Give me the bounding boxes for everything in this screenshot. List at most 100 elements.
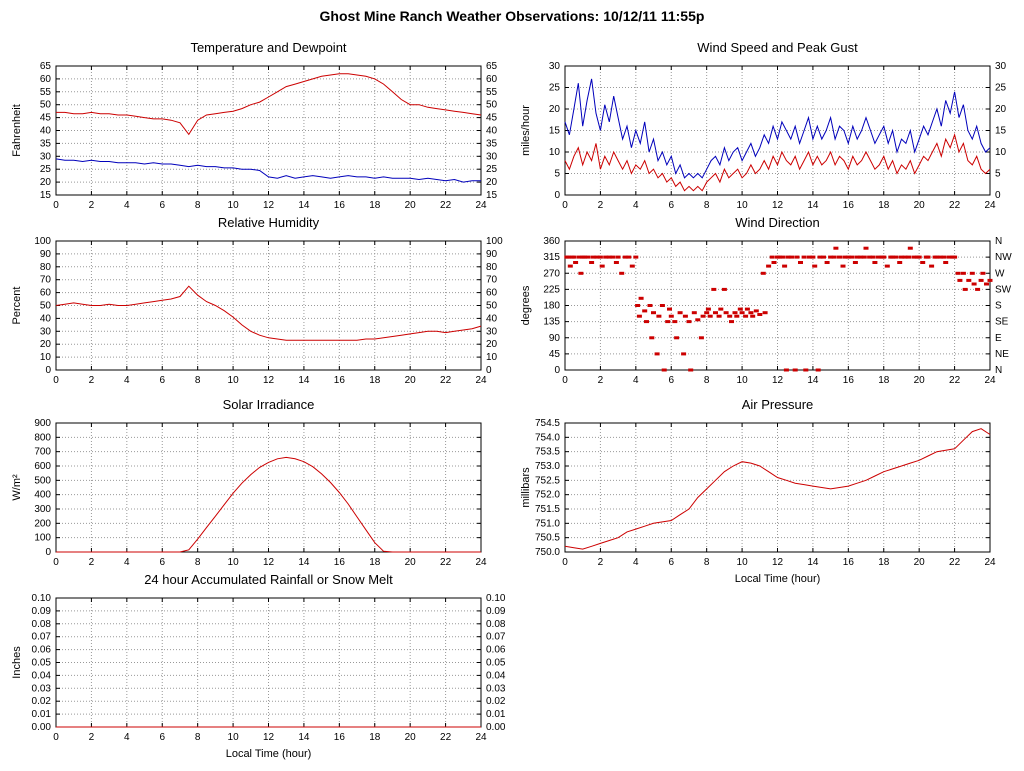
svg-text:0.00: 0.00 xyxy=(32,722,52,733)
svg-text:900: 900 xyxy=(34,418,51,429)
svg-text:22: 22 xyxy=(440,375,452,386)
svg-text:S: S xyxy=(995,301,1002,312)
svg-text:15: 15 xyxy=(995,126,1007,137)
axis-ticks xyxy=(55,240,482,371)
svg-text:12: 12 xyxy=(263,732,275,743)
wind-series-peak-gust xyxy=(564,78,991,179)
svg-text:50: 50 xyxy=(40,100,52,111)
svg-text:20: 20 xyxy=(549,104,561,115)
svg-text:30: 30 xyxy=(40,326,52,337)
svg-text:20: 20 xyxy=(405,375,417,386)
grid xyxy=(55,422,482,553)
svg-text:0: 0 xyxy=(45,547,51,558)
y-axis-label: miles/hour xyxy=(520,105,532,156)
chart-temperature-dewpoint: 0 2 4 6 8 10 12 14 16 18 20 22 24 15 15 20 20 25 25 30 30 35 3… xyxy=(10,36,510,217)
chart-title: Solar Irradiance xyxy=(223,397,315,412)
svg-text:8: 8 xyxy=(195,200,201,211)
svg-text:100: 100 xyxy=(34,533,51,544)
svg-text:0: 0 xyxy=(554,365,560,376)
svg-text:6: 6 xyxy=(668,557,674,568)
svg-text:6: 6 xyxy=(668,375,674,386)
solar-series-solar-irradiance xyxy=(56,456,481,553)
svg-text:24: 24 xyxy=(475,375,487,386)
svg-text:25: 25 xyxy=(549,83,561,94)
svg-text:225: 225 xyxy=(543,284,560,295)
y-axis-label: Percent xyxy=(11,287,23,325)
svg-text:35: 35 xyxy=(40,138,52,149)
chart-title: 24 hour Accumulated Rainfall or Snow Mel… xyxy=(144,572,393,587)
svg-text:NE: NE xyxy=(995,349,1009,360)
svg-text:10: 10 xyxy=(995,147,1007,158)
temperature-series-dewpoint xyxy=(55,158,481,183)
svg-text:70: 70 xyxy=(486,275,498,286)
svg-text:16: 16 xyxy=(843,557,855,568)
svg-text:90: 90 xyxy=(549,333,561,344)
svg-text:N: N xyxy=(995,365,1002,376)
svg-text:6: 6 xyxy=(159,375,165,386)
svg-text:24: 24 xyxy=(475,557,487,568)
svg-text:80: 80 xyxy=(486,262,498,273)
svg-text:22: 22 xyxy=(440,200,452,211)
svg-text:0.07: 0.07 xyxy=(32,632,52,643)
svg-text:0: 0 xyxy=(554,190,560,201)
chart-relative-humidity: 0 2 4 6 8 10 12 14 16 18 20 22 24 0 0 10 10 20 20 30 30 40 40 5… xyxy=(10,211,510,392)
solar-irradiance-plot: 0 2 4 6 8 10 12 14 16 18 20 22 240100200300400500600… xyxy=(11,397,487,568)
plot-frame xyxy=(55,422,482,553)
svg-text:400: 400 xyxy=(34,490,51,501)
svg-text:8: 8 xyxy=(195,557,201,568)
svg-text:754.5: 754.5 xyxy=(535,418,560,429)
svg-text:45: 45 xyxy=(549,349,561,360)
svg-text:55: 55 xyxy=(486,87,498,98)
svg-text:24: 24 xyxy=(984,375,996,386)
svg-text:20: 20 xyxy=(405,200,417,211)
svg-text:751.5: 751.5 xyxy=(535,504,560,515)
svg-text:315: 315 xyxy=(543,252,560,263)
svg-text:0: 0 xyxy=(562,200,568,211)
svg-text:22: 22 xyxy=(949,557,961,568)
svg-text:0.04: 0.04 xyxy=(32,670,52,681)
chart-wind-speed-gust: 0 2 4 6 8 10 12 14 16 18 20 22 24 0 0 5 5 10 10 15 15 20 20 25 2… xyxy=(519,36,1019,217)
y-axis-label: W/m² xyxy=(11,474,23,501)
axis-ticks xyxy=(55,422,482,553)
svg-text:0.06: 0.06 xyxy=(32,645,52,656)
wind-series-wind-speed xyxy=(564,133,991,192)
svg-text:20: 20 xyxy=(486,339,498,350)
svg-text:20: 20 xyxy=(40,177,52,188)
svg-text:752.5: 752.5 xyxy=(535,475,560,486)
svg-text:18: 18 xyxy=(369,200,381,211)
svg-text:0.09: 0.09 xyxy=(486,606,506,617)
svg-text:754.0: 754.0 xyxy=(535,432,560,443)
chart-title: Wind Speed and Peak Gust xyxy=(697,40,858,55)
rainfall-plot: 0 2 4 6 8 10 12 14 16 18 20 22 240.00 0.000.01 0.010.0… xyxy=(11,572,506,760)
svg-text:0: 0 xyxy=(486,365,492,376)
svg-text:E: E xyxy=(995,333,1002,344)
svg-text:14: 14 xyxy=(807,375,819,386)
svg-text:60: 60 xyxy=(486,288,498,299)
svg-text:4: 4 xyxy=(633,375,639,386)
svg-text:10: 10 xyxy=(228,200,240,211)
svg-text:600: 600 xyxy=(34,461,51,472)
svg-text:10: 10 xyxy=(737,375,749,386)
svg-text:12: 12 xyxy=(263,375,275,386)
svg-text:14: 14 xyxy=(298,732,310,743)
x-axis-label: Local Time (hour) xyxy=(226,748,312,760)
svg-text:18: 18 xyxy=(369,557,381,568)
svg-text:SW: SW xyxy=(995,284,1012,295)
svg-text:5: 5 xyxy=(554,169,560,180)
svg-text:2: 2 xyxy=(89,200,95,211)
svg-text:90: 90 xyxy=(486,249,498,260)
svg-text:500: 500 xyxy=(34,475,51,486)
axis-labels: 0 2 4 6 8 10 12 14 16 18 20 22 240.00 0.000.01 0.010.0… xyxy=(32,593,506,743)
chart-air-pressure: 0 2 4 6 8 10 12 14 16 18 20 22 24 750.0 750.5 751.0 751.… xyxy=(519,393,1019,596)
svg-text:0: 0 xyxy=(53,200,59,211)
svg-text:24: 24 xyxy=(475,200,487,211)
svg-text:10: 10 xyxy=(549,147,561,158)
svg-text:0.10: 0.10 xyxy=(486,593,506,604)
svg-text:18: 18 xyxy=(369,375,381,386)
svg-text:20: 20 xyxy=(914,375,926,386)
svg-text:4: 4 xyxy=(124,732,130,743)
svg-text:6: 6 xyxy=(159,557,165,568)
axis-labels: 0 2 4 6 8 10 12 14 16 18 20 22 24750.0750.5751.0751.… xyxy=(535,418,996,568)
